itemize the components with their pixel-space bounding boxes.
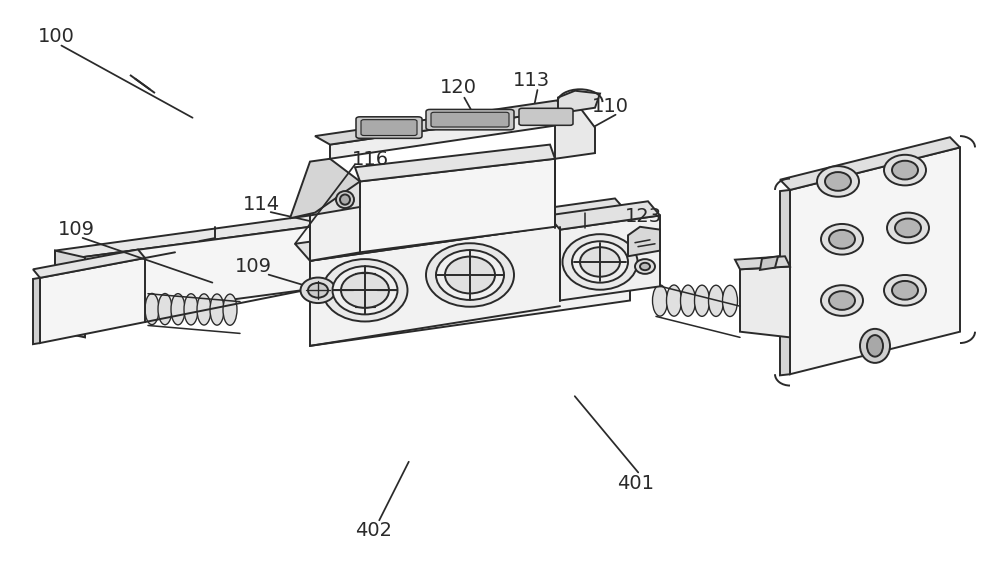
Polygon shape xyxy=(360,159,555,252)
Text: 110: 110 xyxy=(592,97,629,116)
Ellipse shape xyxy=(884,155,926,185)
Ellipse shape xyxy=(887,213,929,243)
Ellipse shape xyxy=(445,256,495,294)
Ellipse shape xyxy=(300,278,336,303)
Text: 109: 109 xyxy=(235,257,272,276)
Ellipse shape xyxy=(829,230,855,248)
Ellipse shape xyxy=(322,259,408,321)
Polygon shape xyxy=(628,227,660,256)
FancyBboxPatch shape xyxy=(356,117,422,138)
Polygon shape xyxy=(780,137,960,190)
Polygon shape xyxy=(315,99,580,145)
Polygon shape xyxy=(55,251,85,330)
Ellipse shape xyxy=(892,161,918,180)
Text: 109: 109 xyxy=(58,220,95,239)
Ellipse shape xyxy=(340,194,350,205)
Ellipse shape xyxy=(197,294,211,325)
Ellipse shape xyxy=(867,335,883,357)
Polygon shape xyxy=(355,145,555,181)
Text: 100: 100 xyxy=(38,27,75,46)
Polygon shape xyxy=(33,278,40,344)
Polygon shape xyxy=(310,181,360,215)
Polygon shape xyxy=(740,266,790,337)
Polygon shape xyxy=(295,198,630,261)
FancyBboxPatch shape xyxy=(426,109,514,130)
Ellipse shape xyxy=(145,294,159,324)
Ellipse shape xyxy=(223,294,237,325)
Ellipse shape xyxy=(680,285,696,316)
Ellipse shape xyxy=(821,224,863,255)
Text: 123: 123 xyxy=(625,207,662,226)
Ellipse shape xyxy=(652,285,668,316)
Ellipse shape xyxy=(171,294,185,325)
Polygon shape xyxy=(555,108,595,159)
Polygon shape xyxy=(560,215,660,301)
Ellipse shape xyxy=(332,266,398,314)
Polygon shape xyxy=(45,323,85,337)
Text: 402: 402 xyxy=(355,521,392,540)
Ellipse shape xyxy=(709,285,724,316)
FancyBboxPatch shape xyxy=(519,108,573,125)
Text: 120: 120 xyxy=(440,78,477,98)
Polygon shape xyxy=(780,190,790,375)
Polygon shape xyxy=(790,147,960,374)
Ellipse shape xyxy=(695,285,710,316)
Polygon shape xyxy=(40,258,145,343)
Ellipse shape xyxy=(436,250,504,300)
FancyBboxPatch shape xyxy=(361,120,417,136)
FancyBboxPatch shape xyxy=(431,112,509,127)
Ellipse shape xyxy=(562,234,638,290)
Text: 113: 113 xyxy=(513,71,550,90)
Ellipse shape xyxy=(572,242,628,283)
Ellipse shape xyxy=(640,263,650,270)
Polygon shape xyxy=(55,227,310,323)
Ellipse shape xyxy=(825,172,851,191)
Ellipse shape xyxy=(892,281,918,300)
Ellipse shape xyxy=(158,294,172,325)
Ellipse shape xyxy=(184,294,198,325)
Ellipse shape xyxy=(635,259,655,274)
Ellipse shape xyxy=(336,191,354,208)
Ellipse shape xyxy=(817,166,859,197)
Ellipse shape xyxy=(829,291,855,310)
Polygon shape xyxy=(760,256,778,270)
Ellipse shape xyxy=(341,273,389,308)
Polygon shape xyxy=(33,249,145,278)
Polygon shape xyxy=(735,256,790,269)
Polygon shape xyxy=(558,91,600,113)
Polygon shape xyxy=(55,215,310,261)
Polygon shape xyxy=(548,201,660,230)
Polygon shape xyxy=(330,108,580,159)
Ellipse shape xyxy=(426,243,514,307)
Polygon shape xyxy=(310,181,360,261)
Polygon shape xyxy=(310,207,360,261)
Text: 401: 401 xyxy=(617,473,654,493)
Text: 114: 114 xyxy=(243,194,280,214)
Ellipse shape xyxy=(210,294,224,325)
Ellipse shape xyxy=(860,329,890,363)
Ellipse shape xyxy=(308,283,328,298)
Ellipse shape xyxy=(821,285,863,316)
Polygon shape xyxy=(290,159,360,218)
Polygon shape xyxy=(310,215,630,346)
Ellipse shape xyxy=(666,285,682,316)
Ellipse shape xyxy=(895,219,921,238)
Ellipse shape xyxy=(722,285,738,316)
Ellipse shape xyxy=(580,247,620,277)
Ellipse shape xyxy=(884,275,926,306)
Text: 116: 116 xyxy=(352,150,389,170)
